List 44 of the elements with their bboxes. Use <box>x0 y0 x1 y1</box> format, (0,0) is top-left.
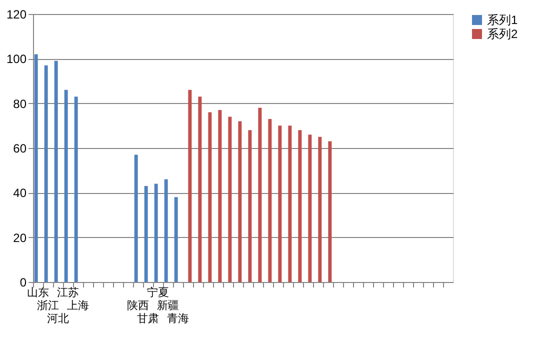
x-tick-label: 河北 <box>47 312 69 325</box>
bar <box>228 116 232 282</box>
legend-label: 系列1 <box>487 13 518 27</box>
bar <box>54 60 58 282</box>
bar <box>268 118 272 282</box>
bar <box>208 112 212 282</box>
bar <box>34 54 38 282</box>
y-tick-label: 120 <box>6 8 27 22</box>
bar <box>238 121 242 282</box>
y-tick-label: 40 <box>13 186 27 200</box>
bar <box>174 197 178 282</box>
bar <box>218 110 222 282</box>
bar <box>164 179 168 282</box>
x-tick-label: 宁夏 <box>147 286 169 299</box>
x-tick-label: 新疆 <box>157 299 179 312</box>
x-tick-label: 浙江 <box>37 299 59 312</box>
y-tick-label: 0 <box>20 276 27 290</box>
bar <box>288 126 292 282</box>
bar <box>298 130 302 282</box>
y-tick-label: 60 <box>13 142 27 156</box>
x-tick-label: 陕西 <box>127 300 149 312</box>
bar <box>74 96 78 282</box>
bar <box>318 136 322 282</box>
bar <box>188 90 192 282</box>
x-tick-label: 甘肃 <box>137 312 159 325</box>
bar <box>64 90 68 282</box>
y-tick-label: 80 <box>13 96 27 111</box>
bar <box>134 154 138 282</box>
y-tick-label: 100 <box>6 52 27 66</box>
x-tick-label: 上海 <box>67 299 89 312</box>
bar <box>258 108 262 282</box>
bar <box>198 96 202 282</box>
bar <box>144 186 148 282</box>
bar <box>308 134 312 282</box>
bar <box>328 141 332 282</box>
bar <box>154 184 158 282</box>
x-tick-label: 青海 <box>167 312 189 325</box>
legend-label: 系列2 <box>487 27 518 41</box>
bar <box>44 65 48 282</box>
x-tick-label: 山东 <box>27 286 49 299</box>
y-tick-label: 20 <box>13 230 27 245</box>
x-tick-label: 江苏 <box>57 286 79 299</box>
bar <box>278 126 282 282</box>
bar <box>248 130 252 282</box>
